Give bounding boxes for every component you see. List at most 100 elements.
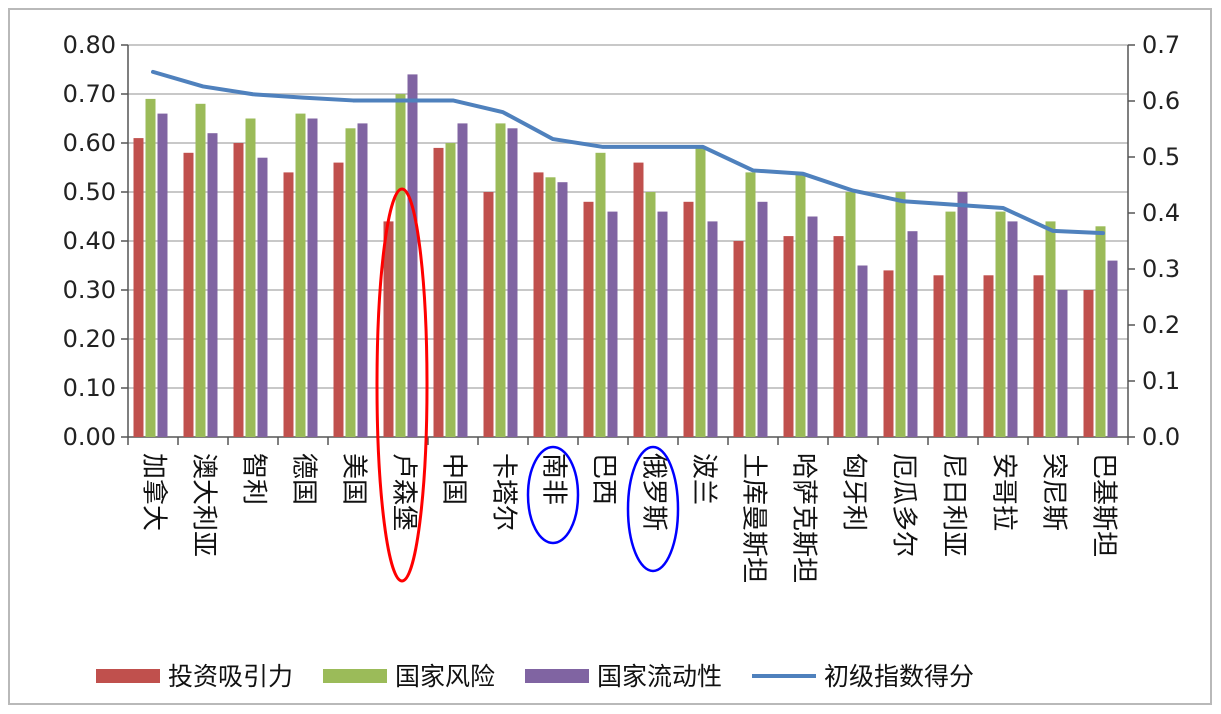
series-line: [151, 69, 1105, 236]
category-label: 哈萨克斯坦: [789, 453, 819, 583]
bar: [533, 172, 544, 437]
bar: [1007, 221, 1018, 437]
bar: [145, 98, 156, 438]
bar: [157, 113, 168, 437]
left-axis-tick-label: 0.80: [63, 31, 116, 59]
bar: [457, 123, 468, 438]
bar: [233, 143, 244, 437]
category-label: 波兰: [689, 453, 719, 505]
right-axis-tick-label: 0.3: [1142, 255, 1180, 283]
legend-label: 国家流动性: [597, 662, 722, 691]
bar: [557, 182, 568, 437]
bar: [783, 236, 794, 437]
legend-label: 初级指数得分: [824, 662, 974, 691]
bar: [757, 201, 768, 437]
bar: [207, 133, 218, 437]
bar: [807, 216, 818, 437]
category-label: 匈牙利: [839, 453, 869, 531]
bar: [1095, 226, 1106, 437]
bar: [245, 118, 256, 437]
bar: [795, 172, 806, 437]
highlight-ellipse: [375, 187, 429, 583]
category-label: 安哥拉: [989, 453, 1019, 531]
bar: [895, 192, 906, 437]
category-label: 卡塔尔: [489, 453, 519, 531]
bar: [633, 162, 644, 437]
right-axis-tick-label: 0.5: [1142, 143, 1180, 171]
legend-swatch: [323, 669, 387, 683]
category-label: 巴西: [589, 453, 619, 505]
bar: [645, 192, 656, 437]
bar: [1033, 275, 1044, 437]
bar: [983, 275, 994, 437]
bar: [907, 231, 918, 437]
bar: [833, 236, 844, 437]
left-axis-tick-label: 0.00: [63, 423, 116, 451]
right-axis-tick-label: 0.2: [1142, 311, 1180, 339]
bar: [133, 138, 144, 437]
bar: [883, 270, 894, 437]
bar: [283, 172, 294, 437]
right-axis-tick-label: 0.4: [1142, 199, 1180, 227]
bar: [483, 192, 494, 437]
category-label: 智利: [239, 453, 269, 505]
bar: [395, 94, 406, 437]
category-label: 美国: [339, 453, 369, 505]
bar: [995, 211, 1006, 437]
bar: [407, 74, 418, 438]
bar: [695, 147, 706, 437]
right-axis-tick-label: 0.1: [1142, 367, 1180, 395]
bar: [1057, 290, 1068, 437]
bar: [333, 162, 344, 437]
bar: [545, 177, 556, 438]
category-label: 厄瓜多尔: [889, 453, 919, 557]
left-axis-tick-label: 0.20: [63, 325, 116, 353]
highlight-ellipse: [526, 445, 580, 545]
legend-swatch: [96, 669, 160, 683]
left-axis-tick-label: 0.70: [63, 80, 116, 108]
legend-label: 国家风险: [395, 662, 495, 691]
category-label: 中国: [439, 453, 469, 505]
bar: [357, 123, 368, 438]
bar: [733, 241, 744, 437]
category-label: 澳大利亚: [189, 453, 219, 557]
bar: [295, 113, 306, 437]
bar: [707, 221, 718, 437]
left-axis-tick-label: 0.30: [63, 276, 116, 304]
bar: [957, 192, 968, 437]
bar: [857, 265, 868, 437]
bar: [683, 201, 694, 437]
bar: [583, 201, 594, 437]
left-axis-tick-label: 0.40: [63, 227, 116, 255]
category-label: 德国: [289, 453, 319, 505]
bar: [845, 192, 856, 437]
legend-swatch: [525, 669, 589, 683]
category-label: 俄罗斯: [639, 453, 669, 531]
left-axis-tick-label: 0.10: [63, 374, 116, 402]
right-axis-tick-label: 0.6: [1142, 87, 1180, 115]
category-label: 南非: [539, 453, 569, 505]
category-label: 巴基斯坦: [1089, 453, 1119, 557]
bar: [657, 211, 668, 437]
bar: [195, 103, 206, 438]
bar: [445, 143, 456, 437]
right-axis-tick-label: 0.7: [1142, 31, 1180, 59]
left-axis-tick-label: 0.50: [63, 178, 116, 206]
legend-label: 投资吸引力: [168, 662, 293, 691]
bar: [1083, 290, 1094, 437]
bar: [507, 128, 518, 438]
bar: [595, 152, 606, 438]
bar: [933, 275, 944, 437]
bar: [257, 157, 268, 437]
bar: [183, 152, 194, 438]
bar: [1107, 260, 1118, 437]
bar: [745, 172, 756, 437]
category-label: 加拿大: [139, 453, 169, 531]
bar: [345, 128, 356, 438]
category-label: 尼日利亚: [939, 453, 969, 557]
left-axis-tick-label: 0.60: [63, 129, 116, 157]
category-label: 卢森堡: [389, 453, 419, 531]
bar: [607, 211, 618, 437]
bar: [1045, 221, 1056, 437]
category-label: 突尼斯: [1039, 453, 1069, 531]
